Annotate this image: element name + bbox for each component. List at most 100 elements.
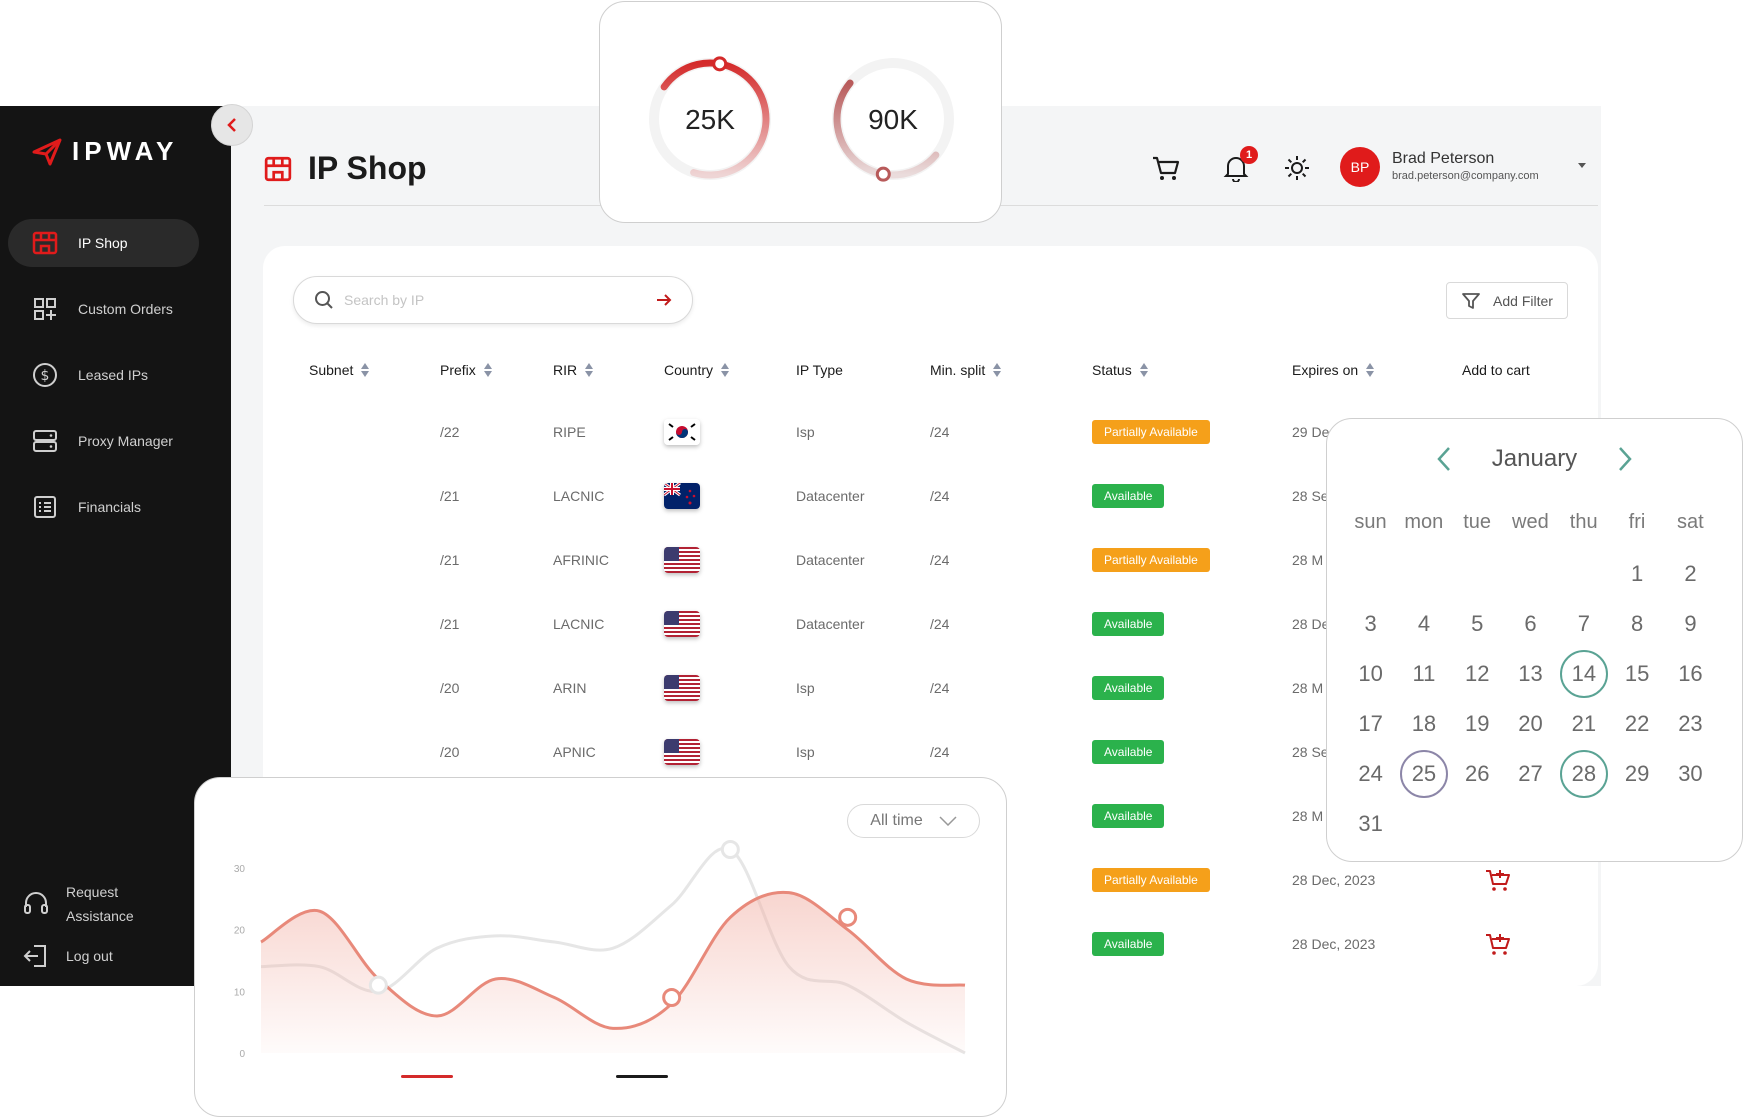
request-assistance-label: Request Assistance [66, 880, 134, 928]
sidebar-item-custom-orders[interactable]: Custom Orders [8, 285, 199, 333]
search-input[interactable] [344, 292, 656, 308]
sort-icon[interactable] [483, 363, 492, 377]
y-tick-label: 0 [239, 1049, 245, 1060]
calendar-day[interactable]: 8 [1631, 611, 1644, 636]
sort-icon[interactable] [721, 363, 730, 377]
legend-swatch[interactable] [616, 1075, 668, 1078]
flag-kr-icon [664, 419, 700, 445]
calendar-day[interactable]: 31 [1358, 811, 1383, 836]
avatar[interactable]: BP [1340, 147, 1380, 187]
calendar-day[interactable]: 13 [1518, 661, 1543, 686]
add-to-cart-icon[interactable] [1485, 867, 1511, 893]
sidebar-item-label: IP Shop [78, 235, 128, 251]
table-row: Partially Available 28 Dec, 2023 [263, 848, 1598, 912]
calendar-day[interactable]: 18 [1411, 711, 1437, 736]
calendar-day[interactable]: 3 [1364, 611, 1377, 636]
calendar-day[interactable]: 21 [1571, 711, 1597, 736]
calendar-day[interactable]: 15 [1624, 661, 1650, 686]
column-header-expires-on[interactable]: Expires on [1292, 362, 1375, 378]
request-assistance-link[interactable]: Request Assistance [22, 880, 202, 928]
column-header-prefix[interactable]: Prefix [440, 362, 492, 378]
calendar-prev-button[interactable] [1436, 446, 1452, 472]
status-cell: Partially Available [1092, 848, 1210, 912]
calendar-day[interactable]: 24 [1358, 761, 1383, 786]
status-badge: Available [1092, 676, 1165, 700]
column-header-status[interactable]: Status [1092, 362, 1148, 378]
calendar-day[interactable]: 1 [1631, 561, 1644, 586]
column-header-label: Expires on [1292, 362, 1359, 378]
data-point-marker[interactable] [720, 840, 740, 859]
gauge-knob[interactable] [712, 56, 728, 72]
calendar-day[interactable]: 4 [1417, 611, 1431, 636]
time-range-value: All time [870, 812, 923, 829]
logout-link[interactable]: Log out [22, 942, 202, 970]
time-range-select[interactable]: All time [847, 804, 980, 838]
gauges-panel: 25K 90K [599, 1, 1002, 223]
user-menu-caret-icon[interactable] [1578, 163, 1586, 168]
column-header-country[interactable]: Country [664, 362, 730, 378]
column-header-subnet[interactable]: Subnet [309, 362, 370, 378]
country-cell [664, 464, 700, 528]
data-point-marker[interactable] [838, 907, 858, 927]
sort-icon[interactable] [1366, 363, 1375, 377]
arrow-right-icon[interactable] [656, 293, 672, 307]
rir-cell: APNIC [553, 744, 596, 760]
calendar-day[interactable]: 22 [1624, 711, 1650, 736]
sidebar-item-label: Custom Orders [78, 301, 173, 317]
calendar-day[interactable]: 28 [1559, 750, 1608, 798]
shop-icon [264, 156, 292, 181]
column-header-label: Country [664, 362, 714, 378]
sidebar-item-proxy-manager[interactable]: Proxy Manager [8, 417, 199, 465]
gauge-knob[interactable] [875, 166, 891, 182]
line-chart: 0 10 20 30 [234, 840, 966, 1078]
calendar-day[interactable]: 29 [1624, 761, 1650, 786]
calendar-day[interactable]: 30 [1678, 761, 1703, 786]
sort-icon[interactable] [993, 363, 1002, 377]
sidebar-item-ip-shop[interactable]: IP Shop [8, 219, 199, 267]
calendar-day[interactable]: 6 [1524, 611, 1537, 636]
sidebar-item-label: Leased IPs [78, 367, 149, 383]
calendar-day[interactable]: 2 [1684, 561, 1697, 586]
add-filter-button[interactable]: Add Filter [1446, 282, 1568, 319]
prefix-cell: /20 [440, 680, 460, 696]
logo-text: IPWAY [72, 136, 179, 166]
sidebar-item-financials[interactable]: Financials [8, 483, 199, 531]
calendar-day[interactable]: 10 [1358, 661, 1383, 686]
calendar-day[interactable]: 19 [1465, 711, 1490, 736]
calendar-day[interactable]: 7 [1577, 611, 1590, 636]
calendar-day[interactable]: 20 [1518, 711, 1543, 736]
collapse-sidebar-button[interactable] [211, 104, 253, 146]
theme-toggle-button[interactable] [1281, 152, 1313, 184]
data-point-marker[interactable] [368, 975, 388, 995]
add-to-cart-icon[interactable] [1485, 931, 1511, 957]
cart-button[interactable] [1150, 152, 1182, 184]
calendar-day[interactable]: 27 [1518, 761, 1543, 786]
sort-icon[interactable] [361, 363, 370, 377]
calendar-day[interactable]: 12 [1465, 661, 1490, 686]
calendar-weekday: sat [1676, 511, 1704, 533]
calendar-day[interactable]: 9 [1684, 611, 1697, 636]
expires-cell: 28 Se [1292, 488, 1329, 504]
calendar-day[interactable]: 17 [1358, 711, 1383, 736]
table-row: Available 28 Dec, 2023 [263, 912, 1598, 976]
legend-swatch[interactable] [401, 1075, 453, 1078]
sort-icon[interactable] [1139, 363, 1148, 377]
calendar-next-button[interactable] [1617, 446, 1633, 472]
calendar-day[interactable]: 14 [1559, 650, 1608, 698]
calendar-day[interactable]: 16 [1678, 661, 1703, 686]
data-point-marker[interactable] [662, 988, 682, 1007]
calendar-day[interactable]: 26 [1465, 761, 1490, 786]
sidebar-item-leased-ips[interactable]: $ Leased IPs [8, 351, 199, 399]
notifications-button[interactable]: 1 [1220, 146, 1258, 184]
calendar-day[interactable]: 25 [1399, 750, 1448, 798]
table-row: /21 AFRINIC Datacenter/24 Partially Availab… [263, 528, 1598, 592]
column-header-rir[interactable]: RIR [553, 362, 594, 378]
calendar-day[interactable]: 11 [1412, 661, 1436, 686]
calendar-day[interactable]: 5 [1471, 611, 1484, 636]
calendar-day[interactable]: 23 [1678, 711, 1703, 736]
calendar-weekday: sun [1354, 511, 1387, 533]
ip-type-cell: Datacenter [796, 488, 865, 504]
column-header-min-split[interactable]: Min. split [930, 362, 1002, 378]
sort-icon[interactable] [585, 363, 594, 377]
